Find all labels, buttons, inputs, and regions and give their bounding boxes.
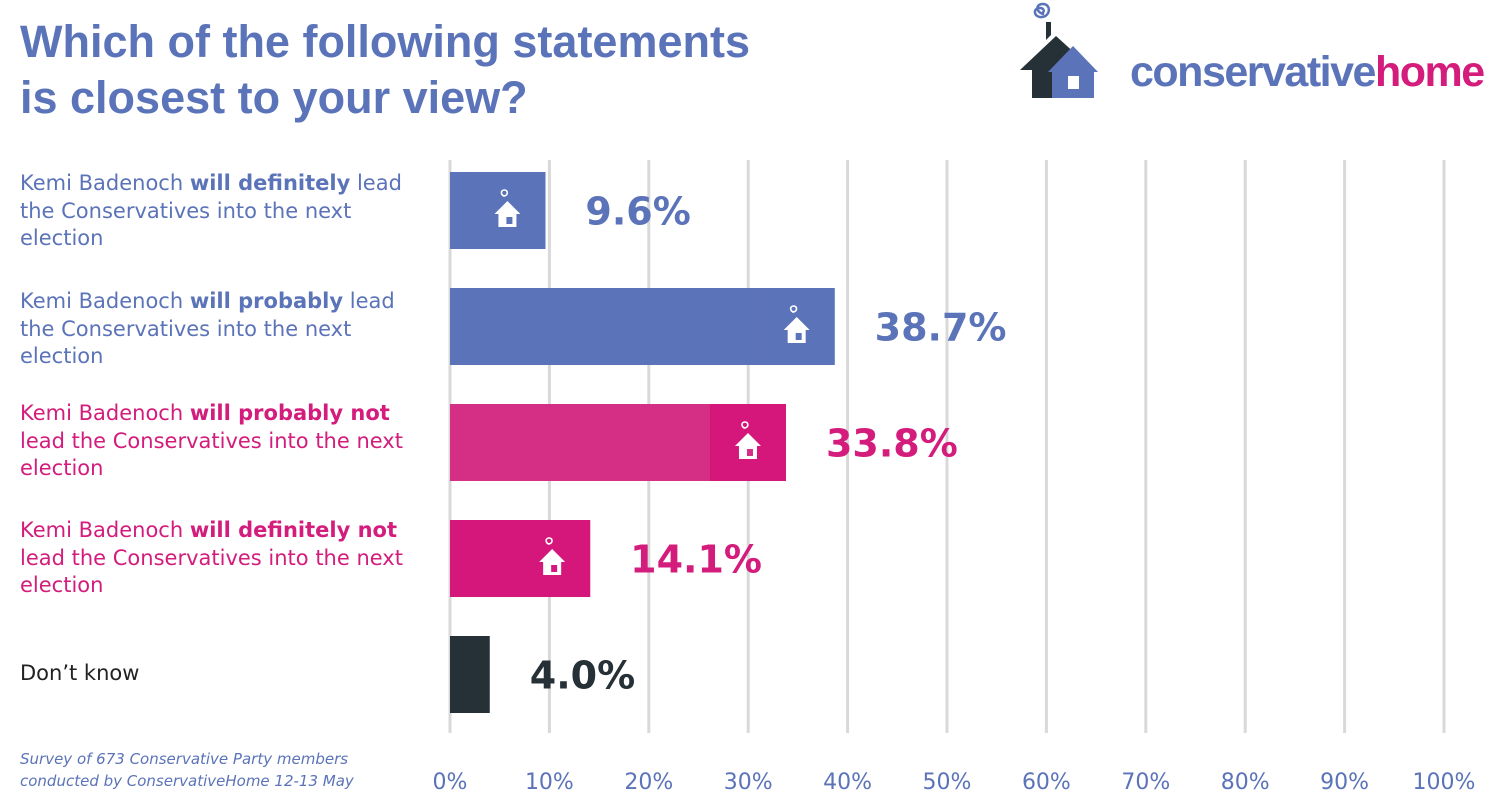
house-icon [783,305,810,343]
bar-value-label: 4.0% [530,654,635,698]
x-tick-label: 90% [1320,770,1369,795]
x-tick-label: 30% [724,770,773,795]
source-note: Survey of 673 Conservative Party members… [20,748,354,792]
category-label: Kemi Badenoch will probably not lead the… [20,401,403,480]
category-label-emphasis: will probably not [189,401,390,425]
x-tick-label: 20% [624,770,673,795]
category-label: Kemi Badenoch will definitely not lead t… [20,518,403,597]
x-tick-label: 40% [823,770,872,795]
conservativehome-logo: conservativehome [1018,2,1488,102]
logo-wordmark: conservativehome [1130,42,1485,102]
bar-value-label: 9.6% [585,190,690,234]
logo-word-home: home [1374,48,1485,96]
source-line-2: conducted by ConservativeHome 12-13 May [20,772,354,790]
chart-title: Which of the following statements is clo… [20,14,750,126]
house-logo-icon [1020,2,1098,98]
category-label: Kemi Badenoch will probably lead the Con… [20,289,395,368]
source-line-1: Survey of 673 Conservative Party members [20,750,349,768]
bar-value-label: 33.8% [826,422,958,466]
x-tick-label: 100% [1413,770,1476,795]
house-icon [539,537,566,575]
x-tick-label: 50% [923,770,972,795]
chart-title-line-1: Which of the following statements [20,16,750,67]
x-tick-label: 70% [1121,770,1170,795]
x-tick-label: 60% [1022,770,1071,795]
category-label-emphasis: will probably [189,289,344,313]
bar-value-label: 38.7% [875,306,1007,350]
bar-value-label: 14.1% [630,538,762,582]
category-label-emphasis: will definitely [189,171,351,195]
house-icon [734,421,761,459]
x-tick-label: 80% [1221,770,1270,795]
chart-title-line-2: is closest to your view? [20,72,528,123]
bar [450,636,490,713]
logo-word-conservative: conservative [1130,48,1376,96]
x-tick-label: 10% [525,770,574,795]
x-tick-label: 0% [433,770,468,795]
house-icon [494,189,521,227]
category-label: Kemi Badenoch will definitely lead the C… [20,171,402,250]
category-label-emphasis: will definitely not [189,518,398,542]
category-label: Don’t know [20,661,140,685]
